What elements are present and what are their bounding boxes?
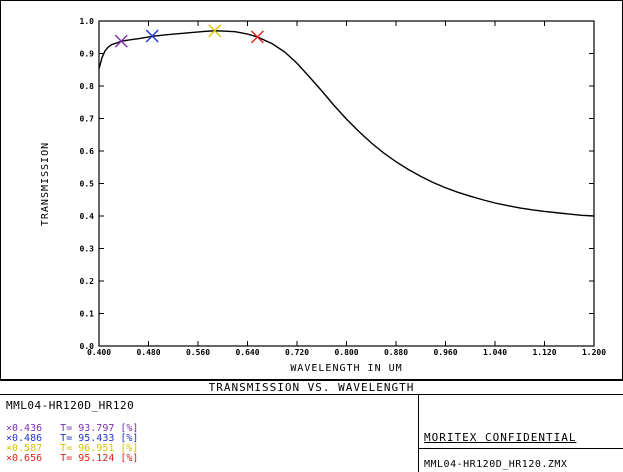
marker-stroke: [208, 24, 222, 38]
footer-rule: [418, 448, 623, 449]
x-tick-label: 0.800: [334, 348, 358, 357]
legend-row: ×0.587 T= 96.951 [%]: [6, 443, 139, 454]
marker-stroke: [145, 29, 159, 43]
x-tick-label: 1.120: [532, 348, 556, 357]
footer-divider: [418, 395, 419, 472]
x-tick-label: 0.560: [186, 348, 210, 357]
legend-row: ×0.656 T= 95.124 [%]: [6, 453, 139, 464]
y-tick-label: 0.1: [80, 310, 95, 319]
wavelength-marker: [208, 24, 222, 38]
wavelength-marker: [114, 34, 128, 48]
plot-title: TRANSMISSION VS. WAVELENGTH: [0, 380, 623, 395]
y-tick-label: 1.0: [80, 17, 95, 26]
x-tick-label: 1.040: [483, 348, 507, 357]
transmission-plot: 0.400 0.480 0.560 0.640 0.720 0.800 0.880 0.960…: [0, 0, 623, 380]
y-axis-label: TRANSMISSION: [40, 142, 51, 226]
y-tick-label: 0.9: [80, 50, 95, 59]
x-tick-label: 1.200: [582, 348, 606, 357]
legend-row: ×0.436 T= 93.797 [%]: [6, 423, 139, 434]
marker-stroke: [114, 34, 128, 48]
x-tick-label: 0.480: [136, 348, 160, 357]
file-name: MML04-HR120D_HR120.ZMX: [424, 459, 568, 470]
legend-row: ×0.486 T= 95.433 [%]: [6, 433, 139, 444]
x-axis-label: WAVELENGTH IN UM: [290, 363, 402, 374]
x-tick-label: 0.400: [87, 348, 111, 357]
y-tick-label: 0.7: [80, 115, 95, 124]
x-tick-label: 0.880: [384, 348, 408, 357]
y-tick-label: 0.5: [80, 180, 95, 189]
wavelength-marker: [250, 30, 264, 44]
y-tick-label: 0.4: [80, 212, 95, 221]
y-tick-label: 0.6: [80, 147, 95, 156]
y-tick-label: 0.0: [80, 342, 95, 351]
x-tick-label: 0.640: [235, 348, 259, 357]
y-tick-label: 0.8: [80, 82, 95, 91]
y-tick-label: 0.2: [80, 277, 95, 286]
lens-name: MML04-HR120D_HR120: [6, 399, 135, 412]
x-tick-label: 0.720: [285, 348, 309, 357]
plot-area-border: [98, 20, 595, 347]
wavelength-legend: ×0.436 T= 93.797 [%] ×0.486 T= 95.433 [%…: [6, 424, 138, 464]
wavelength-marker: [145, 29, 159, 43]
marker-stroke: [250, 30, 264, 44]
y-tick-label: 0.3: [80, 245, 95, 254]
x-tick-label: 0.960: [433, 348, 457, 357]
confidential-label: MORITEX CONFIDENTIAL: [424, 431, 577, 444]
transmission-curve: [98, 30, 595, 217]
